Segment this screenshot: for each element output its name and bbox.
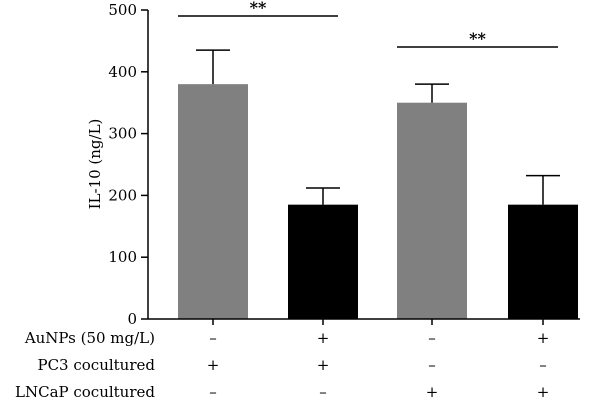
condition-sign-1-3: – bbox=[539, 356, 547, 374]
condition-sign-1-1: + bbox=[317, 356, 330, 374]
y-tick-label-0: 0 bbox=[127, 310, 137, 328]
bar-0 bbox=[178, 84, 248, 319]
y-tick-label-1: 100 bbox=[108, 248, 137, 266]
condition-sign-0-2: – bbox=[428, 329, 436, 347]
bar-1 bbox=[288, 204, 358, 319]
condition-sign-1-0: + bbox=[207, 356, 220, 374]
y-tick-label-2: 200 bbox=[108, 186, 137, 204]
y-tick-label-4: 400 bbox=[108, 63, 137, 81]
condition-label-0: AuNPs (50 mg/L) bbox=[24, 329, 155, 347]
y-tick-label-5: 500 bbox=[108, 1, 137, 19]
sig-label-0: ** bbox=[250, 0, 267, 17]
condition-sign-2-2: + bbox=[426, 383, 439, 401]
condition-sign-0-1: + bbox=[317, 329, 330, 347]
condition-label-1: PC3 cocultured bbox=[37, 356, 155, 374]
y-axis-title: IL-10 (ng/L) bbox=[86, 119, 104, 210]
condition-sign-0-3: + bbox=[537, 329, 550, 347]
bar-2 bbox=[397, 102, 467, 319]
condition-sign-2-3: + bbox=[537, 383, 550, 401]
condition-label-2: LNCaP cocultured bbox=[15, 383, 155, 401]
sig-label-1: ** bbox=[469, 29, 486, 48]
condition-sign-0-0: – bbox=[209, 329, 217, 347]
y-tick-label-3: 300 bbox=[108, 125, 137, 143]
condition-sign-2-1: – bbox=[319, 383, 327, 401]
condition-sign-2-0: – bbox=[209, 383, 217, 401]
condition-sign-1-2: – bbox=[428, 356, 436, 374]
bar-3 bbox=[508, 204, 578, 319]
